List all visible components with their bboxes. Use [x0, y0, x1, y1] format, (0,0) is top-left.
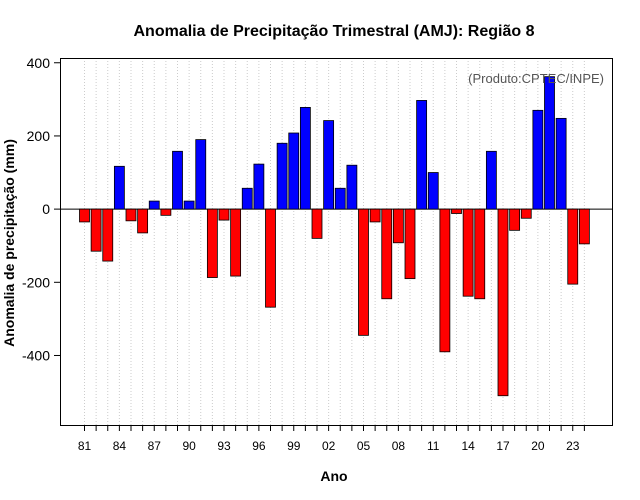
bar-1993 — [218, 208, 230, 221]
bar-2004 — [346, 164, 358, 210]
bar-2006 — [369, 208, 381, 223]
bar-1983 — [102, 208, 114, 262]
bar-2010 — [416, 100, 428, 210]
bar-2015 — [474, 208, 486, 300]
bar-2012 — [439, 208, 451, 353]
x-tick-label: 17 — [496, 439, 510, 453]
bar-1994 — [230, 208, 242, 277]
bar-2024 — [578, 208, 590, 245]
bar-2011 — [427, 172, 439, 210]
bar-2009 — [404, 208, 416, 280]
bar-1982 — [90, 208, 102, 252]
bar-2014 — [462, 208, 474, 297]
bar-1987 — [148, 200, 160, 210]
y-tick-label: -200 — [22, 274, 50, 290]
y-tick-label: 200 — [27, 128, 51, 144]
bar-2007 — [381, 208, 393, 300]
bar-2016 — [485, 150, 497, 210]
bar-1996 — [253, 163, 265, 210]
x-tick-label: 90 — [182, 439, 196, 453]
bar-1985 — [125, 208, 137, 222]
x-tick-label: 96 — [252, 439, 266, 453]
bar-2005 — [358, 208, 369, 336]
x-tick-label: 99 — [287, 439, 301, 453]
bar-1986 — [137, 208, 149, 234]
bar-1989 — [172, 150, 183, 210]
bar-2022 — [555, 117, 567, 210]
y-tick-label: -400 — [22, 347, 50, 363]
bar-2000 — [299, 106, 311, 210]
bar-2008 — [392, 208, 404, 244]
credit-label: (Produto:CPTEC/INPE) — [468, 71, 604, 86]
x-tick-label: 93 — [217, 439, 231, 453]
bar-2003 — [334, 187, 346, 210]
plot-frame — [60, 58, 613, 426]
x-tick-label: 20 — [531, 439, 545, 453]
x-tick-label: 81 — [78, 439, 92, 453]
x-axis-label: Ano — [320, 468, 347, 484]
y-axis: -400 -200 0 200 400 — [22, 55, 60, 363]
bar-1997 — [265, 208, 276, 308]
y-axis-label: Anomalia de precipitação (mm) — [1, 139, 17, 347]
y-tick-label: 400 — [27, 55, 51, 71]
x-tick-label: 02 — [322, 439, 336, 453]
bar-2013 — [451, 208, 462, 214]
bar-1992 — [206, 208, 218, 278]
x-tick-label: 11 — [427, 439, 440, 453]
bar-1981 — [79, 208, 90, 223]
grid — [84, 58, 585, 425]
bar-1984 — [113, 165, 125, 210]
x-tick-label: 23 — [566, 439, 580, 453]
y-tick-label: 0 — [42, 201, 50, 217]
bar-2002 — [323, 120, 335, 210]
bar-2018 — [509, 208, 521, 231]
bar-2023 — [567, 208, 579, 285]
bar-2001 — [311, 208, 323, 239]
bar-1995 — [241, 187, 253, 210]
x-tick-label: 84 — [113, 439, 127, 453]
bar-2017 — [497, 208, 509, 397]
x-axis: 81 84 87 90 93 96 99 02 05 08 11 14 17 20 23 — [78, 425, 585, 453]
bar-1999 — [288, 132, 300, 210]
x-tick-label: 87 — [148, 439, 162, 453]
bar-1990 — [183, 200, 195, 210]
bar-2019 — [520, 208, 532, 219]
x-tick-label: 14 — [461, 439, 475, 453]
x-tick-label: 08 — [392, 439, 406, 453]
bar-1991 — [195, 139, 207, 210]
bars — [79, 76, 590, 397]
bar-1988 — [160, 208, 172, 216]
chart-title: Anomalia de Precipitação Trimestral (AMJ… — [133, 23, 534, 40]
x-tick-label: 05 — [357, 439, 371, 453]
bar-1998 — [276, 142, 288, 210]
bar-2021 — [544, 76, 555, 210]
bar-2020 — [532, 109, 544, 210]
